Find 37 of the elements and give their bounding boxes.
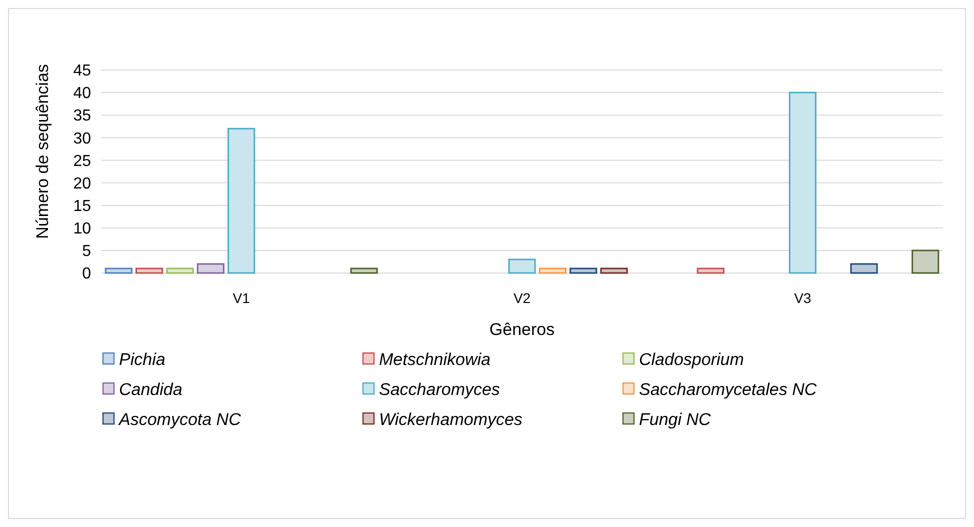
y-tick-label: 35	[73, 108, 92, 125]
legend-label: Candida	[119, 380, 182, 399]
bar	[166, 268, 194, 274]
y-axis-title: Número de sequências	[33, 64, 52, 239]
bar	[850, 263, 878, 274]
y-tick-label: 40	[73, 85, 92, 102]
y-tick-label: 15	[73, 198, 92, 215]
bar	[570, 268, 598, 274]
y-tick-label: 10	[73, 220, 92, 238]
y-tick-label: 20	[73, 175, 92, 192]
x-tick-label: V3	[794, 290, 812, 306]
y-tick-label: 30	[73, 130, 92, 148]
y-tick-label: 45	[73, 62, 92, 80]
y-tick-label: 0	[82, 266, 92, 283]
legend-label: Saccharomyces	[379, 380, 500, 399]
legend-label: Pichia	[119, 350, 166, 369]
x-tick-label: V2	[513, 290, 531, 306]
y-tick-label: 25	[73, 152, 92, 170]
x-axis-title: Gêneros	[489, 320, 555, 339]
bar	[228, 128, 256, 274]
legend-label: Saccharomycetales NC	[639, 380, 818, 399]
bar	[104, 268, 132, 274]
legend-label: Ascomycota NC	[118, 410, 242, 429]
legend-label: Cladosporium	[639, 350, 744, 369]
legend-label: Metschnikowia	[379, 350, 490, 369]
bar	[600, 268, 628, 274]
y-tick-label: 5	[82, 243, 92, 260]
bar	[508, 258, 536, 274]
legend-label: Wickerhamomyces	[379, 410, 523, 429]
legend-label: Fungi NC	[639, 410, 712, 429]
bar	[912, 250, 940, 274]
bar	[350, 268, 378, 274]
x-tick-label: V1	[232, 290, 250, 306]
bar	[788, 92, 816, 274]
bar	[538, 268, 566, 274]
bar	[696, 268, 724, 274]
bar	[136, 268, 164, 274]
